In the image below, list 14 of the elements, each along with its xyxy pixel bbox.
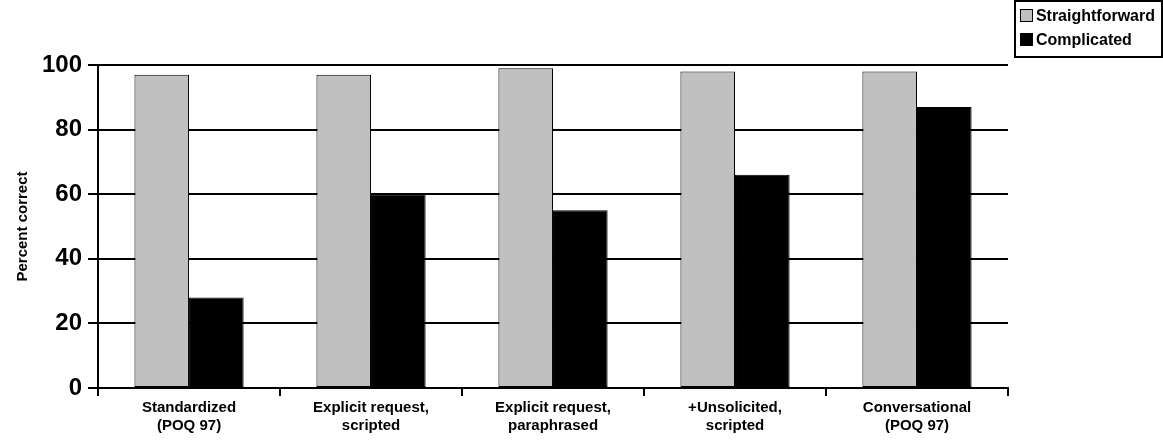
y-tick-label: 20 <box>55 308 83 336</box>
y-tick-label: 40 <box>55 243 83 271</box>
x-tick-label: Explicit request, paraphrased <box>495 398 611 434</box>
legend-label: Straightforward <box>1034 6 1155 26</box>
x-tick-label: Explicit request, scripted <box>313 398 429 434</box>
x-tick-label: Conversational (POQ 97) <box>862 398 972 434</box>
legend-label: Complicated <box>1034 30 1133 50</box>
y-tick-label: 80 <box>55 114 83 142</box>
y-axis-title: Percent correct <box>13 171 31 282</box>
y-tick-label: 60 <box>55 178 83 206</box>
y-tick-label: 100 <box>42 49 83 77</box>
y-tick-label: 0 <box>68 372 83 400</box>
x-tick-label: Standardized (POQ 97) <box>141 398 237 434</box>
x-tick-label: +Unsolicited, scripted <box>688 398 782 434</box>
